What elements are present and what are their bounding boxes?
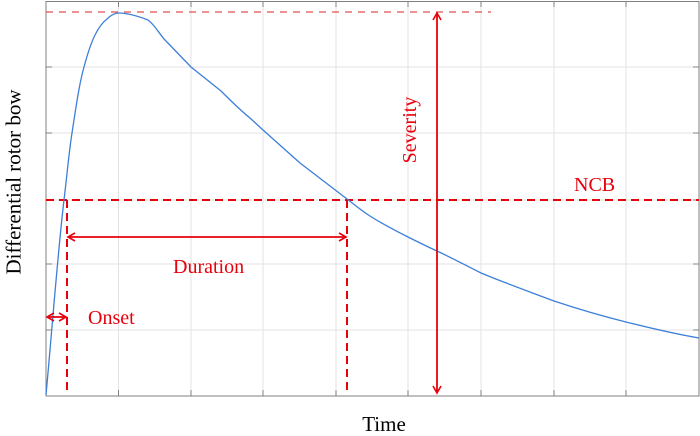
severity-label: Severity — [399, 96, 421, 164]
ncb-label: NCB — [574, 174, 616, 196]
gridlines — [46, 1, 699, 396]
axes-box — [45, 1, 700, 397]
y-axis-label: Differential rotor bow — [1, 89, 26, 275]
onset-label: Onset — [88, 307, 135, 329]
duration-label: Duration — [173, 256, 245, 278]
rotor-bow-curve — [45, 12, 700, 396]
tick-marks — [46, 1, 699, 396]
x-axis-label: Time — [362, 412, 406, 436]
